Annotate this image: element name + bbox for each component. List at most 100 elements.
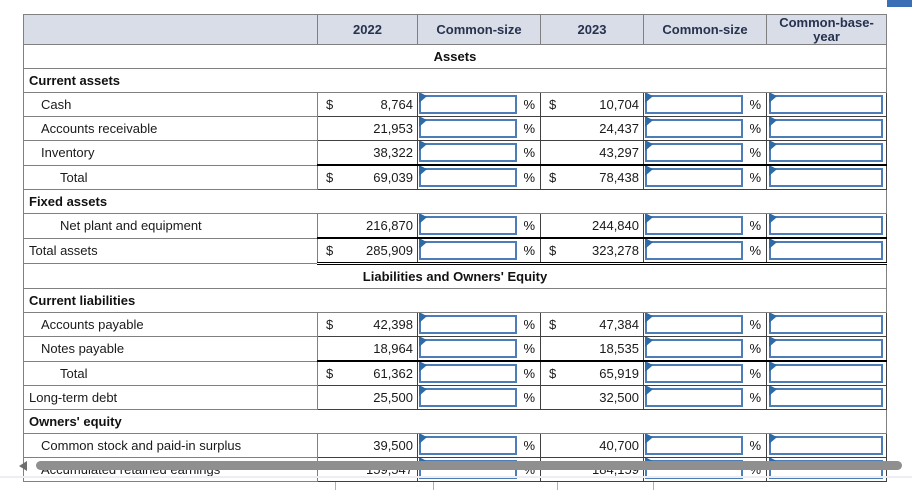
common-size-2022-input[interactable] — [421, 97, 519, 113]
common-base-year-input[interactable] — [771, 341, 885, 357]
value-2023: 18,535 — [599, 341, 639, 356]
input-box — [419, 239, 519, 260]
input-box — [645, 239, 745, 260]
row-label: Accounts payable — [23, 312, 318, 337]
input-box — [769, 386, 885, 407]
common-size-2023-input[interactable] — [647, 218, 745, 234]
common-size-2022-input[interactable] — [421, 121, 519, 137]
common-size-2023-input[interactable] — [647, 317, 745, 333]
common-size-2022-input[interactable] — [421, 366, 519, 382]
table-row: Accounts receivable 21,953 % 24,437 % — [23, 116, 887, 141]
input-box — [769, 239, 885, 260]
value-2022: 216,870 — [366, 218, 413, 233]
dollar-sign: $ — [549, 317, 557, 332]
top-right-button[interactable] — [887, 0, 912, 7]
row-label: Accounts receivable — [23, 116, 318, 141]
input-box — [769, 141, 885, 162]
common-size-2023-input[interactable] — [647, 438, 745, 454]
header-label-cell — [23, 14, 318, 45]
partial-table-border — [433, 482, 434, 490]
horizontal-scrollbar-thumb[interactable] — [36, 461, 902, 470]
common-base-year-input[interactable] — [771, 243, 885, 259]
common-size-2022-input[interactable] — [421, 243, 519, 259]
common-size-2023-input[interactable] — [647, 243, 745, 259]
edit-flag-icon — [645, 141, 653, 151]
edit-flag-icon — [645, 362, 653, 372]
percent-label: % — [523, 145, 535, 160]
edit-flag-icon — [645, 313, 653, 323]
input-box — [645, 166, 745, 187]
dollar-sign: $ — [326, 170, 334, 185]
common-base-year-input[interactable] — [771, 317, 885, 333]
edit-flag-icon — [645, 214, 653, 224]
common-size-2023-input[interactable] — [647, 97, 745, 113]
common-size-2022-input[interactable] — [421, 145, 519, 161]
value-2022: 69,039 — [373, 170, 413, 185]
edit-flag-icon — [419, 141, 427, 151]
common-size-2023-input[interactable] — [647, 121, 745, 137]
input-box — [645, 117, 745, 138]
common-size-2022-input[interactable] — [421, 317, 519, 333]
input-box — [645, 434, 745, 455]
edit-flag-icon — [419, 313, 427, 323]
edit-flag-icon — [645, 166, 653, 176]
section-row: Fixed assets — [23, 189, 887, 214]
common-size-2023-input[interactable] — [647, 170, 745, 186]
section-row: Owners' equity — [23, 409, 887, 434]
common-size-2022-input[interactable] — [421, 170, 519, 186]
row-label: Inventory — [23, 140, 318, 166]
owners-equity-heading: Owners' equity — [23, 409, 887, 434]
table-row: Long-term debt 25,500 % 32,500 % — [23, 385, 887, 410]
common-base-year-input[interactable] — [771, 145, 885, 161]
value-2022: 61,362 — [373, 366, 413, 381]
edit-flag-icon — [419, 117, 427, 127]
percent-label: % — [749, 145, 761, 160]
percent-label: % — [749, 317, 761, 332]
edit-flag-icon — [769, 214, 777, 224]
common-size-2023-input[interactable] — [647, 145, 745, 161]
percent-label: % — [523, 170, 535, 185]
table-row: Net plant and equipment 216,870 % 244,84… — [23, 213, 887, 239]
common-size-2023-input[interactable] — [647, 366, 745, 382]
common-size-2023-input[interactable] — [647, 341, 745, 357]
edit-flag-icon — [769, 93, 777, 103]
input-box — [769, 362, 885, 383]
percent-label: % — [523, 97, 535, 112]
percent-label: % — [523, 341, 535, 356]
total-row: Total $61,362 % $65,919 % — [23, 360, 887, 386]
dollar-sign: $ — [549, 97, 557, 112]
common-size-2022-input[interactable] — [421, 390, 519, 406]
row-label: Total — [23, 164, 318, 190]
common-base-year-input[interactable] — [771, 218, 885, 234]
input-box — [645, 362, 745, 383]
percent-label: % — [523, 366, 535, 381]
percent-label: % — [749, 121, 761, 136]
edit-flag-icon — [769, 141, 777, 151]
common-size-2022-input[interactable] — [421, 438, 519, 454]
partial-table-border — [335, 482, 336, 490]
common-base-year-input[interactable] — [771, 121, 885, 137]
percent-label: % — [749, 170, 761, 185]
value-2023: 40,700 — [599, 438, 639, 453]
input-box — [419, 337, 519, 358]
edit-flag-icon — [419, 386, 427, 396]
percent-label: % — [749, 390, 761, 405]
row-label: Net plant and equipment — [23, 213, 318, 239]
common-base-year-input[interactable] — [771, 97, 885, 113]
common-base-year-input[interactable] — [771, 366, 885, 382]
dollar-sign: $ — [326, 366, 334, 381]
value-2022: 18,964 — [373, 341, 413, 356]
common-base-year-input[interactable] — [771, 170, 885, 186]
total-assets-row: Total assets $285,909 % $323,278 % — [23, 237, 887, 265]
edit-flag-icon — [769, 362, 777, 372]
value-2022: 39,500 — [373, 438, 413, 453]
common-size-2022-input[interactable] — [421, 341, 519, 357]
percent-label: % — [749, 218, 761, 233]
input-box — [645, 93, 745, 114]
common-base-year-input[interactable] — [771, 438, 885, 454]
value-2023: 43,297 — [599, 145, 639, 160]
common-base-year-input[interactable] — [771, 390, 885, 406]
scrollbar-left-arrow-icon[interactable] — [19, 461, 27, 471]
common-size-2022-input[interactable] — [421, 218, 519, 234]
common-size-2023-input[interactable] — [647, 390, 745, 406]
